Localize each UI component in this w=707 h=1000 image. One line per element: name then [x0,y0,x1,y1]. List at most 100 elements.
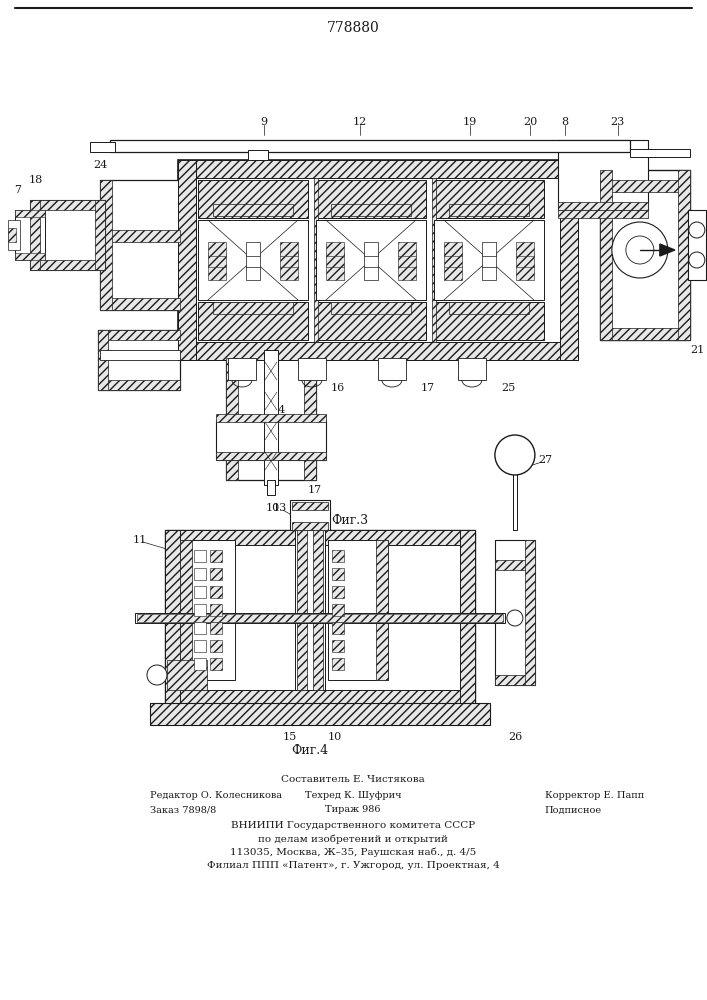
Bar [558,202,648,210]
Bar [137,614,503,622]
Circle shape [689,222,705,238]
Bar [398,242,416,256]
Bar [30,200,40,270]
Bar [30,260,105,270]
Text: 10: 10 [328,732,342,742]
Text: Редактор О. Колесникова: Редактор О. Колесникова [150,792,282,800]
Text: 12: 12 [353,117,367,127]
Bar [98,330,180,390]
Bar [314,178,318,342]
Bar [600,328,690,340]
Circle shape [147,665,167,685]
Bar [178,342,578,360]
Bar [444,266,462,280]
Text: 11: 11 [133,535,147,545]
Bar [267,480,275,495]
Bar [280,242,298,256]
Bar [280,253,298,267]
Bar [290,500,330,530]
Bar [434,220,544,300]
Bar [210,658,222,670]
Text: 10: 10 [266,503,280,513]
Bar [295,530,325,690]
Bar [264,350,278,485]
Text: Филиал ППП «Патент», г. Ужгород, ул. Проектная, 4: Филиал ППП «Патент», г. Ужгород, ул. Про… [206,860,499,869]
Bar [331,204,411,216]
Bar [332,604,344,616]
Bar [180,540,235,680]
Bar [482,266,496,280]
Bar [558,210,648,218]
Text: 17: 17 [421,383,435,393]
Bar [495,675,535,685]
Bar [150,703,490,725]
Bar [208,266,226,280]
Bar [100,180,180,310]
Text: 23: 23 [611,117,625,127]
Bar [364,266,378,280]
Bar [444,253,462,267]
Bar [226,358,316,480]
Bar [246,242,260,256]
Bar [216,414,326,422]
Circle shape [507,610,523,626]
Bar [398,253,416,267]
Bar [364,242,378,256]
Bar [167,660,207,690]
Bar [98,330,180,340]
Bar [194,550,206,562]
Bar [326,253,344,267]
Bar [313,530,323,690]
Bar [228,358,256,380]
Bar [460,530,475,705]
Bar [444,242,462,256]
Bar [678,170,690,340]
Text: 13: 13 [273,503,287,513]
Bar [378,358,406,380]
Bar [226,358,238,480]
Text: 14: 14 [271,405,286,415]
Bar [516,266,534,280]
Bar [15,253,45,260]
Text: 21: 21 [691,345,705,355]
Circle shape [626,236,654,264]
Bar [178,160,578,178]
Text: 27: 27 [538,455,552,465]
Bar [332,550,344,562]
Bar [449,204,529,216]
Bar [513,470,517,530]
Bar [30,200,105,210]
Text: Фиг.4: Фиг.4 [291,744,329,756]
Bar [434,180,544,218]
Text: Техред К. Шуфрич: Техред К. Шуфрич [305,792,401,800]
Bar [110,140,630,152]
Text: 26: 26 [508,732,522,742]
Bar [90,142,115,152]
Bar [332,568,344,580]
Bar [165,530,475,545]
Bar [216,452,326,460]
Bar [495,560,535,570]
Bar [600,180,690,192]
Bar [100,180,112,310]
Text: по делам изобретений и открытий: по делам изобретений и открытий [258,834,448,844]
Bar [246,253,260,267]
Bar [210,586,222,598]
Text: 25: 25 [501,383,515,393]
Text: ВНИИПИ Государственного комитета СССР: ВНИИПИ Государственного комитета СССР [231,822,475,830]
Bar [210,568,222,580]
Bar [292,522,328,530]
Bar [326,242,344,256]
Bar [280,266,298,280]
Bar [332,640,344,652]
Bar [15,210,45,260]
Text: 12: 12 [166,555,180,565]
Bar [98,330,108,390]
Text: Заказ 7898/8: Заказ 7898/8 [150,806,216,814]
Bar [194,586,206,598]
Bar [208,253,226,267]
Text: 9: 9 [260,117,267,127]
Bar [516,253,534,267]
Polygon shape [660,244,675,256]
Bar [432,178,436,342]
